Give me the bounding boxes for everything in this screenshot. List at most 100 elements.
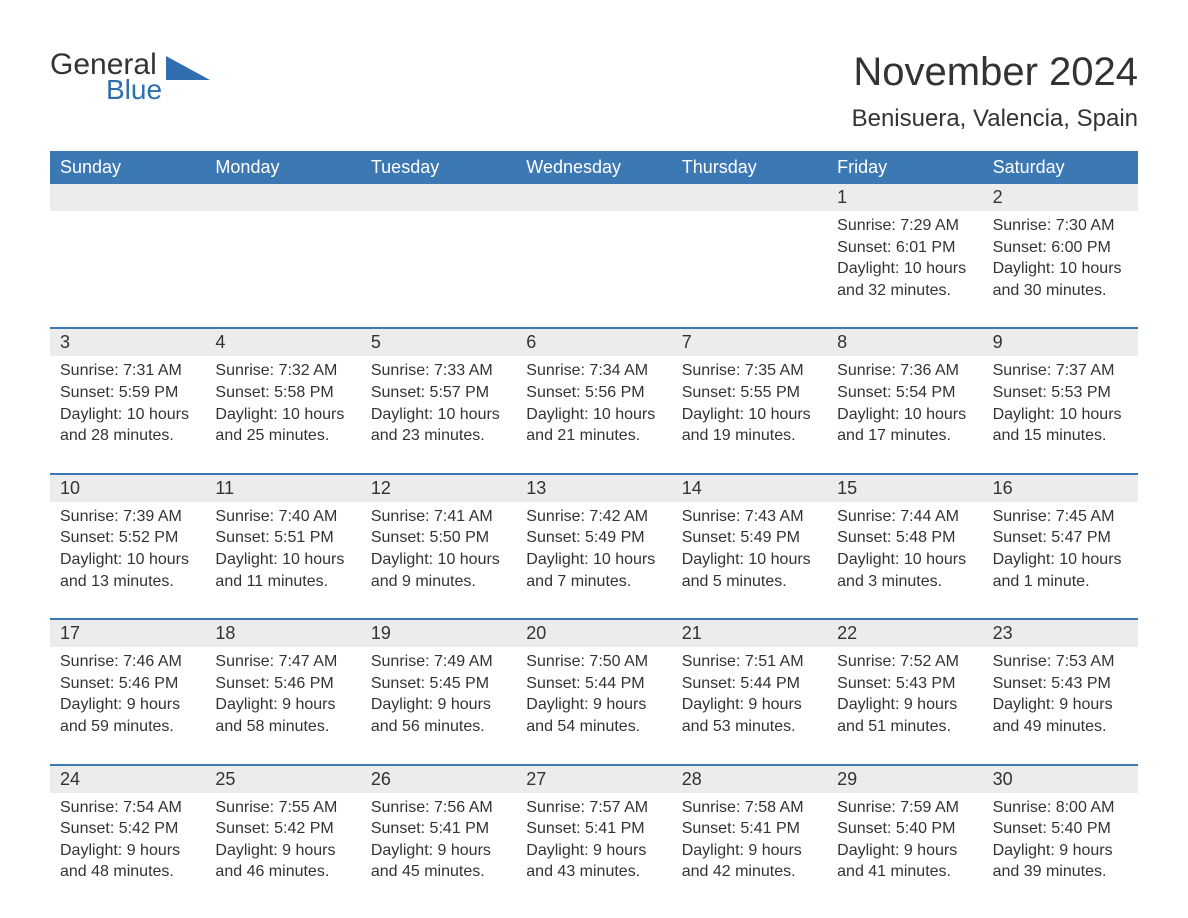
daylight-text: Daylight: 10 hours and 9 minutes. [371, 549, 506, 592]
sunrise-text: Sunrise: 7:59 AM [837, 797, 972, 819]
sunset-text: Sunset: 5:52 PM [60, 527, 195, 549]
title-block: November 2024 Benisuera, Valencia, Spain [852, 50, 1138, 133]
daylight-text: Daylight: 10 hours and 17 minutes. [837, 404, 972, 447]
day-number: 14 [672, 475, 827, 502]
logo-blue-text: Blue [106, 76, 162, 104]
daylight-text: Daylight: 9 hours and 39 minutes. [993, 840, 1128, 883]
day-number: 26 [361, 766, 516, 793]
day-number: 12 [361, 475, 516, 502]
sunset-text: Sunset: 5:41 PM [371, 818, 506, 840]
day-body: Sunrise: 7:55 AMSunset: 5:42 PMDaylight:… [205, 793, 360, 883]
day-body: Sunrise: 7:57 AMSunset: 5:41 PMDaylight:… [516, 793, 671, 883]
week-row: 3Sunrise: 7:31 AMSunset: 5:59 PMDaylight… [50, 327, 1138, 446]
sunrise-text: Sunrise: 7:45 AM [993, 506, 1128, 528]
sunset-text: Sunset: 5:43 PM [837, 673, 972, 695]
day-cell [672, 184, 827, 301]
daylight-text: Daylight: 9 hours and 54 minutes. [526, 694, 661, 737]
day-cell: 25Sunrise: 7:55 AMSunset: 5:42 PMDayligh… [205, 766, 360, 883]
day-body: Sunrise: 7:43 AMSunset: 5:49 PMDaylight:… [672, 502, 827, 592]
daylight-text: Daylight: 10 hours and 15 minutes. [993, 404, 1128, 447]
daylight-text: Daylight: 9 hours and 42 minutes. [682, 840, 817, 883]
day-body: Sunrise: 7:45 AMSunset: 5:47 PMDaylight:… [983, 502, 1138, 592]
day-number: 23 [983, 620, 1138, 647]
day-cell: 27Sunrise: 7:57 AMSunset: 5:41 PMDayligh… [516, 766, 671, 883]
day-cell: 28Sunrise: 7:58 AMSunset: 5:41 PMDayligh… [672, 766, 827, 883]
sunrise-text: Sunrise: 7:29 AM [837, 215, 972, 237]
day-number: 13 [516, 475, 671, 502]
daylight-text: Daylight: 9 hours and 59 minutes. [60, 694, 195, 737]
day-number: 8 [827, 329, 982, 356]
day-cell: 4Sunrise: 7:32 AMSunset: 5:58 PMDaylight… [205, 329, 360, 446]
weekday-header: Thursday [672, 151, 827, 184]
sunset-text: Sunset: 5:54 PM [837, 382, 972, 404]
weeks-container: 1Sunrise: 7:29 AMSunset: 6:01 PMDaylight… [50, 184, 1138, 883]
day-cell: 22Sunrise: 7:52 AMSunset: 5:43 PMDayligh… [827, 620, 982, 737]
sunset-text: Sunset: 5:40 PM [837, 818, 972, 840]
day-number: 29 [827, 766, 982, 793]
sunrise-text: Sunrise: 7:30 AM [993, 215, 1128, 237]
sunrise-text: Sunrise: 7:43 AM [682, 506, 817, 528]
weekday-header: Tuesday [361, 151, 516, 184]
day-body: Sunrise: 8:00 AMSunset: 5:40 PMDaylight:… [983, 793, 1138, 883]
day-cell: 29Sunrise: 7:59 AMSunset: 5:40 PMDayligh… [827, 766, 982, 883]
day-number: 25 [205, 766, 360, 793]
sunset-text: Sunset: 5:56 PM [526, 382, 661, 404]
sunset-text: Sunset: 5:47 PM [993, 527, 1128, 549]
day-number: 4 [205, 329, 360, 356]
daylight-text: Daylight: 9 hours and 53 minutes. [682, 694, 817, 737]
sunrise-text: Sunrise: 7:46 AM [60, 651, 195, 673]
sunrise-text: Sunrise: 7:41 AM [371, 506, 506, 528]
sunset-text: Sunset: 5:46 PM [60, 673, 195, 695]
daylight-text: Daylight: 9 hours and 58 minutes. [215, 694, 350, 737]
day-number: 1 [827, 184, 982, 211]
day-body: Sunrise: 7:53 AMSunset: 5:43 PMDaylight:… [983, 647, 1138, 737]
day-cell: 9Sunrise: 7:37 AMSunset: 5:53 PMDaylight… [983, 329, 1138, 446]
day-cell [50, 184, 205, 301]
sunset-text: Sunset: 5:51 PM [215, 527, 350, 549]
day-body: Sunrise: 7:30 AMSunset: 6:00 PMDaylight:… [983, 211, 1138, 301]
day-cell: 2Sunrise: 7:30 AMSunset: 6:00 PMDaylight… [983, 184, 1138, 301]
day-number [50, 184, 205, 211]
daylight-text: Daylight: 10 hours and 25 minutes. [215, 404, 350, 447]
day-cell: 16Sunrise: 7:45 AMSunset: 5:47 PMDayligh… [983, 475, 1138, 592]
day-number [516, 184, 671, 211]
day-body: Sunrise: 7:33 AMSunset: 5:57 PMDaylight:… [361, 356, 516, 446]
sunset-text: Sunset: 5:46 PM [215, 673, 350, 695]
daylight-text: Daylight: 10 hours and 30 minutes. [993, 258, 1128, 301]
day-cell: 19Sunrise: 7:49 AMSunset: 5:45 PMDayligh… [361, 620, 516, 737]
daylight-text: Daylight: 10 hours and 19 minutes. [682, 404, 817, 447]
day-body: Sunrise: 7:52 AMSunset: 5:43 PMDaylight:… [827, 647, 982, 737]
sunrise-text: Sunrise: 7:56 AM [371, 797, 506, 819]
day-number: 10 [50, 475, 205, 502]
day-cell: 5Sunrise: 7:33 AMSunset: 5:57 PMDaylight… [361, 329, 516, 446]
day-number: 6 [516, 329, 671, 356]
day-number: 9 [983, 329, 1138, 356]
weekday-header: Friday [827, 151, 982, 184]
daylight-text: Daylight: 10 hours and 1 minute. [993, 549, 1128, 592]
day-number: 15 [827, 475, 982, 502]
day-cell [361, 184, 516, 301]
sunrise-text: Sunrise: 8:00 AM [993, 797, 1128, 819]
day-body: Sunrise: 7:40 AMSunset: 5:51 PMDaylight:… [205, 502, 360, 592]
day-number: 2 [983, 184, 1138, 211]
day-number: 16 [983, 475, 1138, 502]
daylight-text: Daylight: 9 hours and 56 minutes. [371, 694, 506, 737]
calendar: SundayMondayTuesdayWednesdayThursdayFrid… [50, 151, 1138, 883]
day-body: Sunrise: 7:49 AMSunset: 5:45 PMDaylight:… [361, 647, 516, 737]
sunset-text: Sunset: 5:48 PM [837, 527, 972, 549]
day-number: 22 [827, 620, 982, 647]
daylight-text: Daylight: 10 hours and 11 minutes. [215, 549, 350, 592]
daylight-text: Daylight: 9 hours and 43 minutes. [526, 840, 661, 883]
day-cell: 20Sunrise: 7:50 AMSunset: 5:44 PMDayligh… [516, 620, 671, 737]
daylight-text: Daylight: 10 hours and 21 minutes. [526, 404, 661, 447]
day-number: 11 [205, 475, 360, 502]
day-cell: 11Sunrise: 7:40 AMSunset: 5:51 PMDayligh… [205, 475, 360, 592]
sunrise-text: Sunrise: 7:51 AM [682, 651, 817, 673]
day-cell: 23Sunrise: 7:53 AMSunset: 5:43 PMDayligh… [983, 620, 1138, 737]
day-body: Sunrise: 7:47 AMSunset: 5:46 PMDaylight:… [205, 647, 360, 737]
sunset-text: Sunset: 5:44 PM [682, 673, 817, 695]
logo: General Blue [50, 50, 210, 104]
day-number: 24 [50, 766, 205, 793]
sunrise-text: Sunrise: 7:36 AM [837, 360, 972, 382]
sunset-text: Sunset: 5:42 PM [215, 818, 350, 840]
